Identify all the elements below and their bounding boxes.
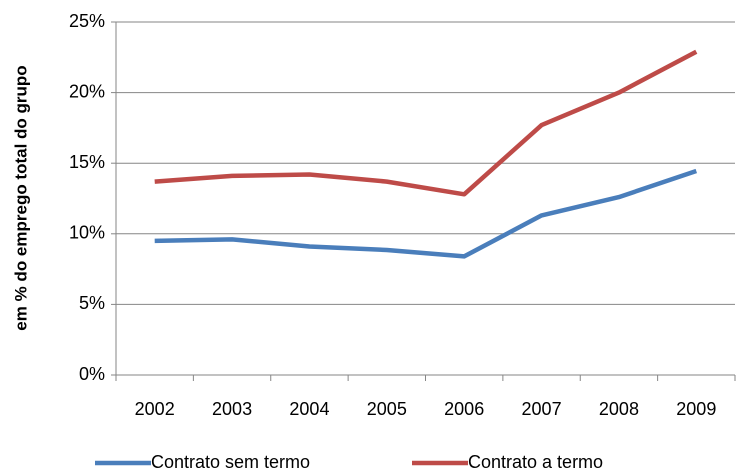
y-tick-label: 20% [69,81,105,101]
y-axis-label: em % do emprego total do grupo [11,65,30,330]
x-tick-label: 2009 [676,399,716,419]
y-tick-label: 25% [69,11,105,31]
x-tick-label: 2007 [522,399,562,419]
y-tick-label: 15% [69,152,105,172]
series-line [154,168,698,259]
y-tick-label: 5% [79,293,105,313]
y-tick-label: 10% [69,223,105,243]
x-tick-label: 2006 [444,399,484,419]
x-tick-label: 2002 [135,399,175,419]
series-line [154,49,698,197]
legend-label: Contrato a termo [468,452,603,472]
x-tick-label: 2004 [289,399,329,419]
x-tick-label: 2003 [212,399,252,419]
x-tick-label: 2005 [367,399,407,419]
legend-label: Contrato sem termo [151,452,310,472]
x-tick-label: 2008 [599,399,639,419]
y-tick-label: 0% [79,364,105,384]
